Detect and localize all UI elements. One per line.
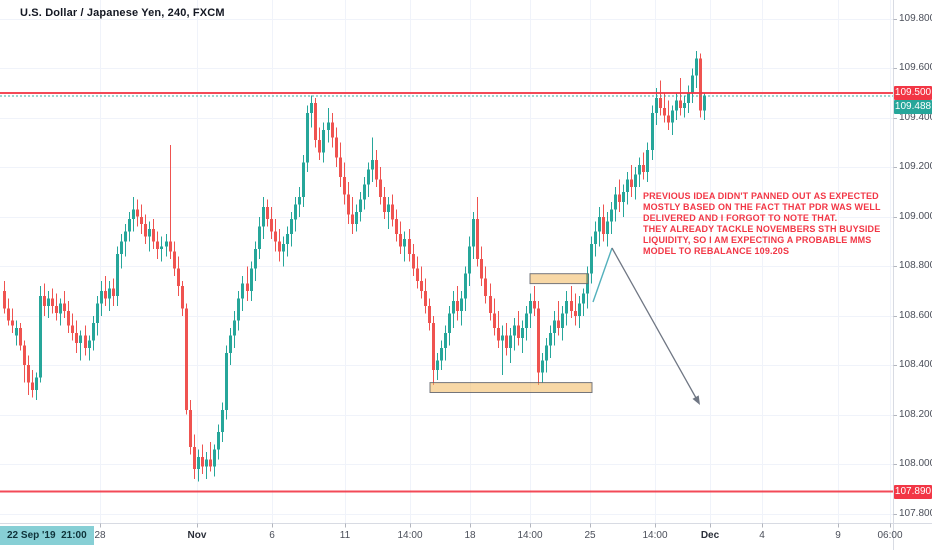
price-tick-label: 109.400 xyxy=(899,111,932,123)
time-tick-label: 9 xyxy=(835,530,841,541)
price-tick-label: 107.800 xyxy=(899,507,932,519)
time-origin-badge: 22 Sep '19 21:00 xyxy=(0,526,94,545)
time-tick-label: Dec xyxy=(700,530,720,541)
price-tick-label: 108.200 xyxy=(899,408,932,420)
time-tick-label: 28 xyxy=(94,530,106,541)
supply-zone-rect[interactable] xyxy=(529,273,589,285)
grid-lines xyxy=(0,0,893,523)
time-tick-label: 4 xyxy=(759,530,765,541)
time-tick-label: 06:00 xyxy=(877,530,903,541)
note-line: LIQUIDITY, SO I AM EXPECTING A PROBABLE … xyxy=(643,235,872,245)
trendline[interactable] xyxy=(592,247,613,303)
price-tick-label: 108.000 xyxy=(899,458,932,470)
time-tick-label: 11 xyxy=(339,530,351,541)
support-price-badge: 107.890 xyxy=(894,484,932,499)
time-tick-label: 6 xyxy=(269,530,275,541)
price-tick-label: 109.600 xyxy=(899,62,932,74)
note-line: MODEL TO REBALANCE 109.20S xyxy=(643,246,790,256)
candlesticks xyxy=(3,50,706,482)
last-price-badge: 109.488 xyxy=(894,100,932,114)
price-tick-label: 108.600 xyxy=(899,309,932,321)
time-tick-label: 25 xyxy=(584,530,596,541)
note-line: DELIVERED AND I FORGOT TO NOTE THAT. xyxy=(643,213,838,223)
idea-note-text[interactable]: PREVIOUS IDEA DIDN'T PANNED OUT AS EXPEC… xyxy=(643,191,881,257)
time-tick-label: 14:00 xyxy=(397,530,423,541)
note-line: THEY ALREADY TACKLE NOVEMBERS STH BUYSID… xyxy=(643,224,881,234)
time-tick-label: 18 xyxy=(464,530,476,541)
price-tick-label: 109.800 xyxy=(899,12,932,24)
symbol-title[interactable]: U.S. Dollar / Japanese Yen, 240, FXCM xyxy=(20,7,225,19)
projection-arrow[interactable] xyxy=(611,247,700,405)
note-line: MOSTLY BASED ON THE FACT THAT PDR WAS WE… xyxy=(643,202,881,212)
note-line: PREVIOUS IDEA DIDN'T PANNED OUT AS EXPEC… xyxy=(643,191,879,201)
time-tick-label: Nov xyxy=(187,530,207,541)
resistance-price-badge: 109.500 xyxy=(894,86,932,100)
time-tick-label: 14:00 xyxy=(642,530,668,541)
price-tick-label: 108.800 xyxy=(899,260,932,272)
price-tick-label: 109.000 xyxy=(899,210,932,222)
price-tick-label: 109.200 xyxy=(899,161,932,173)
price-tick-label: 108.400 xyxy=(899,359,932,371)
time-tick-label: 14:00 xyxy=(517,530,543,541)
demand-zone-rect[interactable] xyxy=(429,382,593,394)
